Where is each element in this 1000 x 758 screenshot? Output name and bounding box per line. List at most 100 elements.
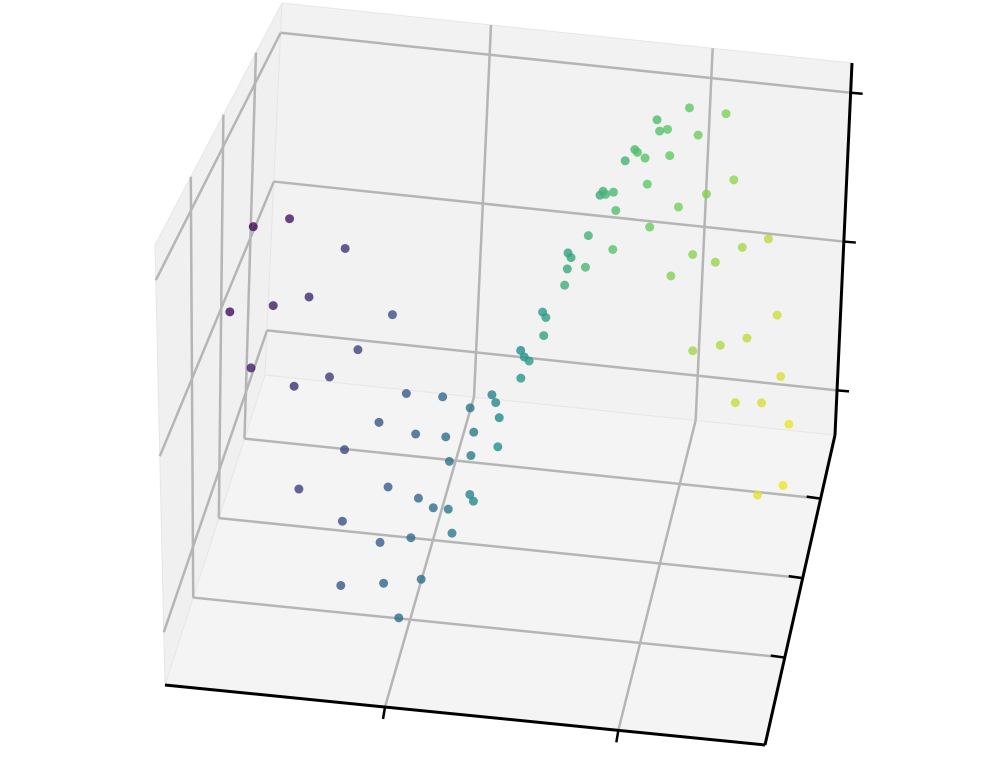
point [428, 503, 438, 513]
point [611, 205, 621, 215]
point [721, 109, 731, 119]
point [375, 537, 385, 547]
point [652, 115, 662, 125]
tick-mark [770, 654, 785, 659]
point [701, 189, 711, 199]
point [776, 371, 786, 381]
grid-line [193, 596, 785, 659]
point [632, 147, 642, 157]
tick-mark [615, 730, 620, 743]
point [289, 381, 299, 391]
tick-mark [381, 706, 387, 720]
grid-line [266, 329, 838, 392]
point [784, 419, 794, 429]
point [374, 417, 384, 427]
point [447, 528, 457, 538]
point [294, 484, 304, 494]
point [387, 310, 397, 320]
point [688, 250, 698, 260]
point [541, 312, 551, 322]
floor-pane [164, 374, 836, 746]
point [285, 214, 295, 224]
point [608, 187, 618, 197]
point [645, 222, 655, 232]
tick-mark [843, 240, 856, 244]
point [444, 456, 454, 466]
grid-line [273, 180, 844, 243]
point [394, 613, 404, 623]
tick-mark [836, 389, 850, 393]
point [353, 345, 363, 355]
grid-line [154, 32, 282, 281]
point [325, 372, 335, 382]
x-axis [164, 683, 766, 747]
point [737, 242, 747, 252]
point [562, 264, 572, 274]
point [494, 413, 504, 423]
point [246, 363, 256, 373]
tick-mark [788, 574, 803, 580]
point [340, 445, 350, 455]
point [620, 156, 630, 166]
point [608, 244, 618, 254]
point [524, 356, 534, 366]
point [469, 427, 479, 437]
tick-mark [850, 91, 863, 96]
point [666, 271, 676, 281]
point [383, 482, 393, 492]
point [772, 310, 782, 320]
point [539, 331, 549, 341]
grid-line [280, 31, 851, 95]
point [487, 390, 497, 400]
point [763, 234, 773, 244]
point [337, 516, 347, 526]
grid-line [162, 329, 269, 633]
grid-line [694, 48, 714, 421]
point [491, 398, 501, 408]
tick-mark [806, 495, 821, 500]
point [673, 202, 683, 212]
point [583, 231, 593, 241]
point [566, 253, 576, 263]
point [466, 451, 476, 461]
grid-line [383, 396, 476, 708]
point [688, 346, 698, 356]
point [742, 333, 752, 343]
point [413, 493, 423, 503]
grid-line [243, 52, 258, 439]
point [401, 389, 411, 399]
point [468, 496, 478, 506]
point [665, 151, 675, 161]
point [580, 262, 590, 272]
point [411, 429, 421, 439]
point [753, 490, 763, 500]
grid-line [189, 176, 195, 598]
grid-line [472, 24, 493, 398]
back-pane [264, 2, 853, 436]
point [268, 301, 278, 311]
point [304, 292, 314, 302]
point [601, 189, 611, 199]
point [516, 373, 526, 383]
point [465, 489, 475, 499]
point [684, 103, 694, 113]
point [416, 574, 426, 584]
point [443, 504, 453, 514]
point [438, 392, 448, 402]
point [379, 578, 389, 588]
grid-line [218, 516, 803, 580]
point [693, 130, 703, 140]
point [441, 432, 451, 442]
point [778, 480, 788, 490]
z-axis [833, 62, 854, 436]
point [642, 179, 652, 189]
point [340, 243, 350, 253]
point [655, 126, 665, 136]
point [640, 153, 650, 163]
point [225, 307, 235, 317]
point [560, 280, 570, 290]
point [465, 403, 475, 413]
grid-line [217, 114, 225, 519]
